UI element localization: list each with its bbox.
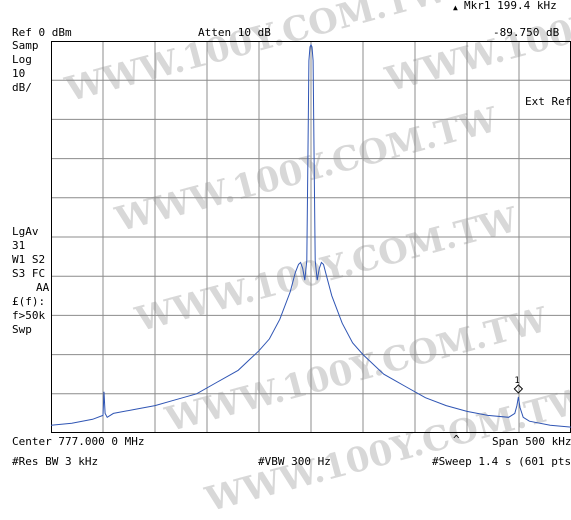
averaging-label: LgAv [12,225,39,238]
center-frequency: Center 777.000 0 MHz [12,435,145,448]
scale-type: Log [12,53,32,66]
span: Span 500 kHz [492,435,571,448]
averaging-count: 31 [12,239,26,252]
scale-value: 10 [12,67,26,80]
sweep-time: #Sweep 1.4 s (601 pts) [432,455,571,468]
resolution-bandwidth: #Res BW 3 kHz [12,455,99,468]
ref-level: Ref 0 dBm [12,26,72,39]
marker-readout-frequency: Mkr1 199.4 kHz [464,0,557,12]
attenuation: Atten 10 dB [198,26,271,39]
center-caret: ^ [453,433,460,446]
graticule-grid [51,41,571,433]
correction-label: £(f): [12,295,46,308]
markers: 1R1 [310,41,524,394]
trace-mode-w1-s2: W1 S2 [12,253,46,266]
sweep-label: Swp [12,323,32,336]
marker-delta-symbol: ▲ [453,3,458,12]
marker-readout-level: -89.750 dB [493,26,560,39]
spectrum-trace [51,43,571,428]
marker-diamond-icon[interactable] [513,384,524,394]
trace-mode-aa: AA [36,281,50,294]
marker-label: 1 [514,376,519,386]
spectrum-display[interactable]: 1R1 [51,41,571,433]
ext-ref-indicator: Ext Ref [525,95,571,108]
detector-sample: Samp [12,39,39,52]
scale-unit: dB/ [12,81,32,94]
frequency-condition: f>50k [12,309,46,322]
trace-mode-s3-fc: S3 FC [12,267,46,280]
video-bandwidth: #VBW 300 Hz [258,455,331,468]
